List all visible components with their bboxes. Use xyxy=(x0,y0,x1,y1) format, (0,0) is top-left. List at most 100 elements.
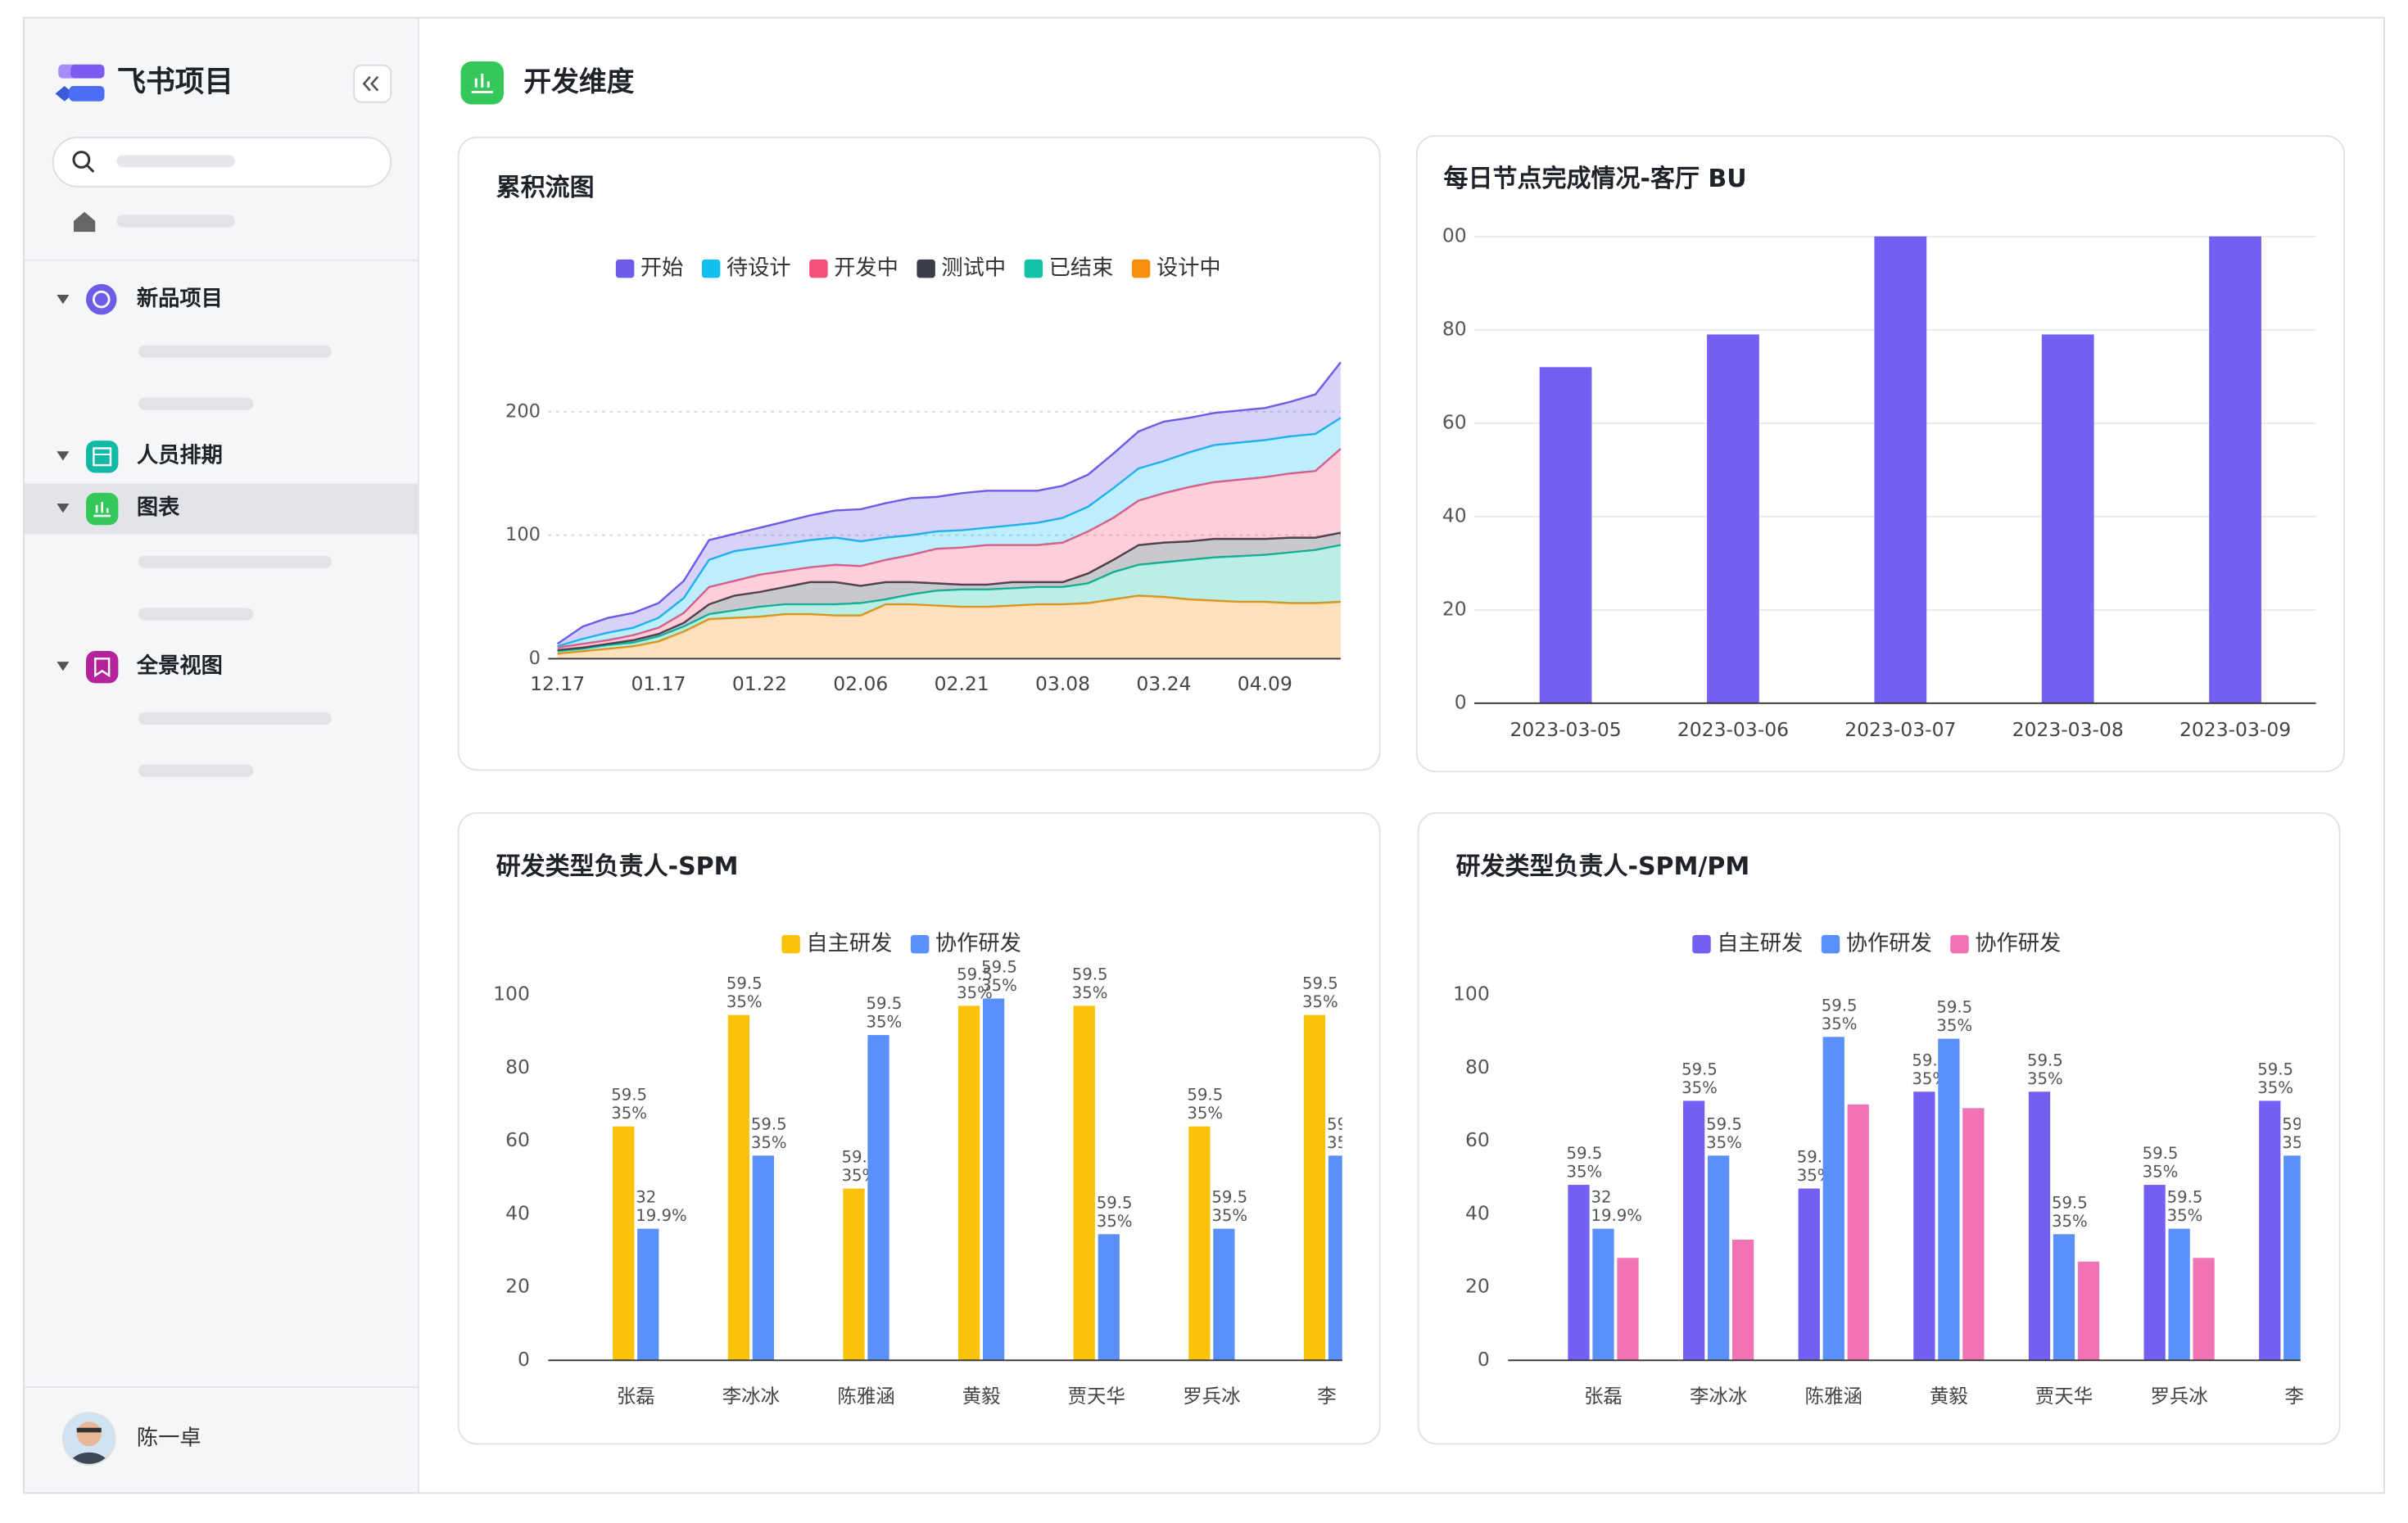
data-label: 35% xyxy=(981,976,1017,995)
placeholder xyxy=(138,345,332,358)
y-tick-label: 0 xyxy=(518,1348,530,1371)
legend-swatch xyxy=(1024,259,1043,278)
bar xyxy=(1617,1258,1639,1361)
bar xyxy=(1188,1126,1211,1361)
bar xyxy=(2209,236,2261,703)
data-label: 59.5 xyxy=(2143,1144,2179,1163)
data-label: 19.9% xyxy=(636,1206,687,1225)
bar xyxy=(637,1228,659,1361)
x-tick-label: 03.08 xyxy=(1035,672,1090,695)
data-label: 59.5 xyxy=(1567,1144,1603,1163)
collapse-button[interactable] xyxy=(353,64,392,103)
x-tick-label: 李 xyxy=(2285,1385,2304,1408)
y-tick-label: 0 xyxy=(1455,690,1467,713)
data-label: 35% xyxy=(1682,1078,1718,1097)
data-label: 59.5 xyxy=(2167,1188,2203,1207)
data-label: 35% xyxy=(1187,1104,1223,1123)
x-tick-label: 03.24 xyxy=(1136,672,1191,695)
legend-swatch xyxy=(615,259,635,278)
home-item[interactable] xyxy=(74,211,235,233)
y-tick-label: 20 xyxy=(1465,1275,1490,1298)
y-tick-label: 60 xyxy=(1465,1128,1490,1151)
bar xyxy=(867,1035,889,1361)
legend-label: 开发中 xyxy=(834,256,898,281)
chart-title: 研发类型负责人-SPM xyxy=(496,852,739,881)
nav-label[interactable]: 图表 xyxy=(137,495,180,520)
legend-label: 协作研发 xyxy=(1846,932,1932,956)
bar xyxy=(1213,1228,1235,1361)
data-label: 59.5 xyxy=(751,1114,787,1133)
placeholder xyxy=(138,555,332,568)
area-line xyxy=(556,361,1342,645)
data-label: 59.5 xyxy=(981,957,1017,976)
bar xyxy=(752,1155,774,1361)
data-label: 35% xyxy=(2143,1163,2179,1182)
bar xyxy=(2193,1258,2215,1361)
nav-item[interactable]: 新品项目 xyxy=(57,283,223,315)
area-fill xyxy=(557,545,1341,654)
y-tick-label: 80 xyxy=(1442,317,1467,340)
user[interactable]: 陈一卓 xyxy=(61,1412,201,1480)
page-header: 开发维度 xyxy=(460,61,635,105)
y-tick-label: 20 xyxy=(1442,597,1467,620)
legend-label: 开始 xyxy=(640,256,684,281)
x-tick-label: 2023-03-07 xyxy=(1844,718,1956,741)
chart-title: 研发类型负责人-SPM/PM xyxy=(1456,852,1750,881)
bar xyxy=(1822,1037,1844,1361)
legend-label: 测试中 xyxy=(941,256,1006,281)
bar xyxy=(1073,1006,1095,1361)
nav-label[interactable]: 人员排期 xyxy=(137,443,223,468)
logo-icon xyxy=(55,64,105,102)
nav-label[interactable]: 新品项目 xyxy=(137,286,223,311)
x-tick-label: 01.17 xyxy=(631,672,686,695)
nav-item-selected[interactable]: 图表 xyxy=(25,483,418,535)
x-tick-label: 2023-03-08 xyxy=(2012,718,2124,741)
bar xyxy=(1847,1104,1869,1361)
legend-swatch xyxy=(910,934,930,954)
search-box[interactable] xyxy=(52,136,392,188)
area-line xyxy=(557,544,1342,653)
nav-item[interactable]: 全景视图 xyxy=(57,651,223,684)
bar xyxy=(2041,334,2094,703)
legend-swatch xyxy=(701,259,721,278)
x-tick-label: 罗兵冰 xyxy=(2150,1385,2207,1408)
area-line xyxy=(557,448,1342,649)
sidebar: 飞书项目 新品项目 人员排期 xyxy=(25,18,419,1493)
bar xyxy=(958,1006,980,1361)
data-label: 59.5 xyxy=(1327,1114,1363,1133)
x-tick-label: 张磊 xyxy=(617,1385,655,1408)
bar xyxy=(2028,1091,2051,1361)
bar xyxy=(1303,1015,1326,1361)
legend-label: 协作研发 xyxy=(935,932,1021,956)
bar xyxy=(727,1015,749,1361)
y-tick-label: 80 xyxy=(505,1055,530,1078)
legend-swatch xyxy=(1950,934,1969,954)
bar xyxy=(1874,236,1927,703)
user-name[interactable]: 陈一卓 xyxy=(137,1426,201,1450)
data-label: 59.5 xyxy=(2027,1051,2063,1069)
nav-item[interactable]: 人员排期 xyxy=(57,441,223,473)
x-tick-label: 黄毅 xyxy=(962,1385,1001,1408)
bar xyxy=(1913,1091,1935,1361)
bar xyxy=(1707,334,1759,703)
page-title: 开发维度 xyxy=(523,66,634,97)
bar xyxy=(1592,1228,1614,1361)
legend-swatch xyxy=(781,934,800,954)
bar xyxy=(1798,1188,1820,1361)
legend: 开始 待设计 开发中 测试中 已结束 设计中 xyxy=(615,256,1221,281)
area-fill xyxy=(557,418,1341,648)
data-label: 59.5 xyxy=(1706,1114,1742,1133)
nav-label[interactable]: 全景视图 xyxy=(136,653,223,678)
bar xyxy=(613,1126,635,1361)
data-label: 59.5 xyxy=(1187,1086,1223,1105)
legend-swatch xyxy=(1131,259,1151,278)
area-fill xyxy=(557,532,1341,652)
y-tick-label: 100 xyxy=(505,524,541,545)
legend-label: 协作研发 xyxy=(1975,932,2061,956)
bar xyxy=(983,998,1005,1361)
legend-label: 设计中 xyxy=(1156,256,1221,281)
data-label: 35% xyxy=(751,1133,787,1152)
data-label: 35% xyxy=(2257,1078,2293,1097)
